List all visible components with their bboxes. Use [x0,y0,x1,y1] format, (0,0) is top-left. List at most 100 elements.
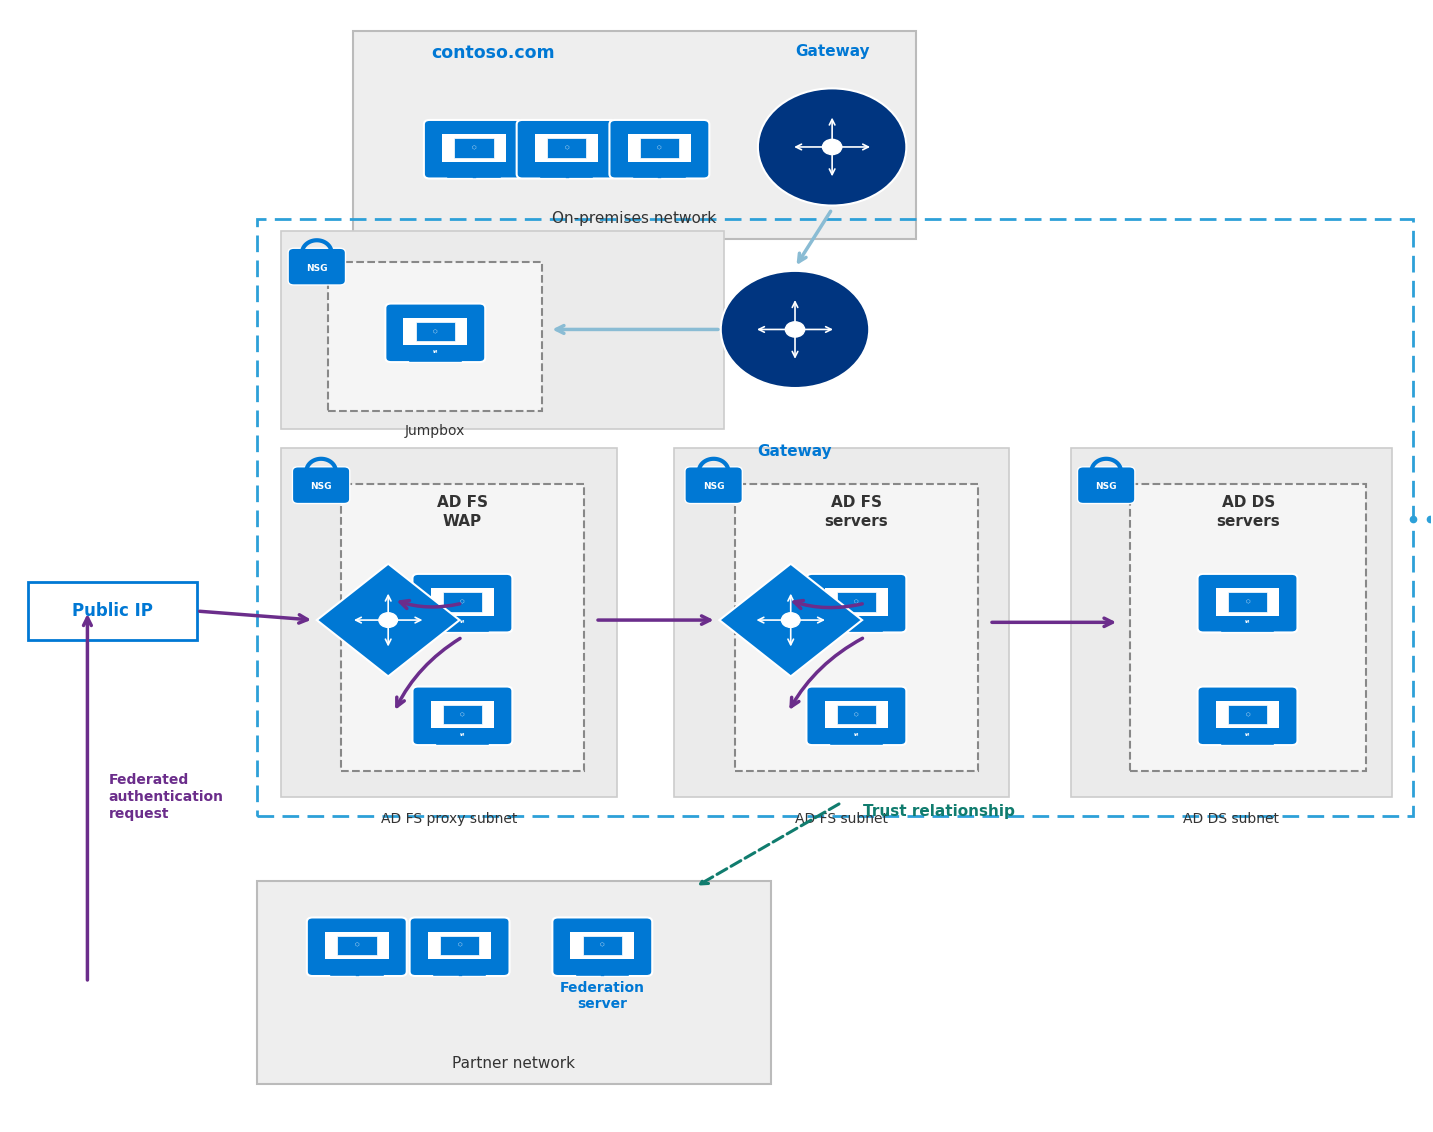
Text: ⬡: ⬡ [658,146,662,151]
Text: ⬡: ⬡ [471,146,476,151]
Circle shape [785,321,805,337]
FancyBboxPatch shape [1228,592,1267,611]
Text: Jumpbox: Jumpbox [406,424,466,438]
FancyBboxPatch shape [609,120,709,179]
FancyBboxPatch shape [443,592,481,611]
FancyBboxPatch shape [1215,701,1280,728]
FancyBboxPatch shape [535,135,599,162]
Text: ⬡: ⬡ [354,943,360,947]
FancyBboxPatch shape [685,466,742,504]
FancyBboxPatch shape [570,932,635,959]
FancyBboxPatch shape [341,483,583,771]
FancyBboxPatch shape [735,483,977,771]
FancyBboxPatch shape [29,582,196,641]
FancyBboxPatch shape [385,303,486,362]
FancyBboxPatch shape [1131,483,1366,771]
FancyBboxPatch shape [292,466,350,504]
Text: On-premises network: On-premises network [552,211,716,225]
Text: VM: VM [854,732,858,737]
Text: Gateway: Gateway [758,445,833,460]
Text: ⬡: ⬡ [1245,712,1250,717]
Text: ⬡: ⬡ [600,943,605,947]
Text: AD DS subnet: AD DS subnet [1184,812,1280,825]
Text: VM: VM [1245,732,1250,737]
Text: ⬡: ⬡ [460,712,464,717]
FancyBboxPatch shape [1198,686,1297,745]
FancyBboxPatch shape [824,701,888,728]
FancyBboxPatch shape [628,135,691,162]
FancyBboxPatch shape [424,120,524,179]
FancyBboxPatch shape [281,231,724,429]
FancyBboxPatch shape [416,321,456,342]
FancyBboxPatch shape [307,917,407,976]
Circle shape [721,271,870,388]
FancyBboxPatch shape [430,701,494,728]
Text: Gateway: Gateway [795,44,870,60]
FancyBboxPatch shape [552,917,652,976]
FancyBboxPatch shape [639,138,679,157]
FancyBboxPatch shape [413,574,513,633]
FancyBboxPatch shape [807,686,906,745]
FancyBboxPatch shape [441,135,506,162]
Text: VM: VM [1245,620,1250,624]
Circle shape [758,88,906,206]
FancyBboxPatch shape [404,318,467,345]
Text: Federation
server: Federation server [560,980,645,1011]
Text: NSG: NSG [704,482,725,491]
Circle shape [781,612,800,627]
Text: VM: VM [433,350,438,353]
Text: ⬡: ⬡ [565,146,569,151]
FancyBboxPatch shape [281,448,616,797]
Text: AD FS
WAP: AD FS WAP [437,495,487,529]
Text: AD FS subnet: AD FS subnet [795,812,888,825]
Circle shape [378,612,397,627]
Text: AD FS
servers: AD FS servers [824,495,888,529]
FancyBboxPatch shape [674,448,1009,797]
FancyBboxPatch shape [1215,589,1280,616]
FancyBboxPatch shape [837,705,876,724]
FancyBboxPatch shape [257,882,771,1084]
FancyBboxPatch shape [454,138,493,157]
Text: NSG: NSG [307,264,328,273]
FancyBboxPatch shape [353,31,916,239]
FancyBboxPatch shape [440,936,479,955]
FancyBboxPatch shape [337,936,377,955]
Polygon shape [317,564,460,677]
FancyBboxPatch shape [1198,574,1297,633]
Text: Federated
authentication
request: Federated authentication request [109,773,224,821]
Text: Public IP: Public IP [72,602,153,620]
Text: VM: VM [460,620,466,624]
Text: ⬡: ⬡ [460,600,464,604]
FancyBboxPatch shape [328,261,542,411]
Text: VM: VM [460,732,466,737]
FancyBboxPatch shape [807,574,906,633]
FancyBboxPatch shape [517,120,616,179]
FancyBboxPatch shape [427,932,492,959]
FancyBboxPatch shape [824,589,888,616]
Text: ⬡: ⬡ [1245,600,1250,604]
Polygon shape [719,564,863,677]
FancyBboxPatch shape [430,589,494,616]
Circle shape [823,139,841,155]
FancyBboxPatch shape [583,936,622,955]
FancyBboxPatch shape [413,686,513,745]
Text: NSG: NSG [311,482,332,491]
Text: AD FS proxy subnet: AD FS proxy subnet [381,812,517,825]
FancyBboxPatch shape [837,592,876,611]
Text: VM: VM [854,620,858,624]
FancyBboxPatch shape [1070,448,1391,797]
Text: ⬡: ⬡ [854,600,858,604]
Text: contoso.com: contoso.com [431,44,555,62]
Text: ⬡: ⬡ [433,329,437,334]
Text: AD DS
servers: AD DS servers [1217,495,1280,529]
Text: ⬡: ⬡ [854,712,858,717]
Text: Partner network: Partner network [453,1056,575,1071]
FancyBboxPatch shape [1078,466,1135,504]
Text: ⬡: ⬡ [457,943,461,947]
FancyBboxPatch shape [325,932,388,959]
Text: NSG: NSG [1095,482,1116,491]
Text: Trust relationship: Trust relationship [863,804,1015,818]
FancyBboxPatch shape [547,138,586,157]
FancyBboxPatch shape [443,705,481,724]
FancyBboxPatch shape [410,917,510,976]
